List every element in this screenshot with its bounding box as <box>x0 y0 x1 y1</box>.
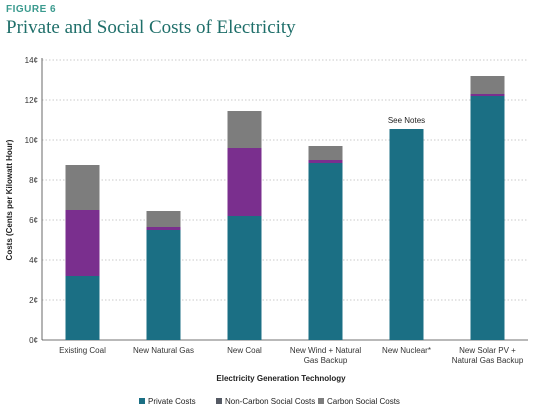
legend-swatch <box>318 398 324 404</box>
bar-segment-non-carbon-social-costs <box>470 94 505 96</box>
x-tick-label: New Natural Gas <box>133 346 194 355</box>
x-tick-label: Existing Coal <box>59 346 106 355</box>
bar-segment-private-costs <box>146 230 181 340</box>
y-tick-label: 14¢ <box>25 56 38 65</box>
legend-label: Non-Carbon Social Costs <box>225 397 315 406</box>
bar-segment-non-carbon-social-costs <box>227 148 262 216</box>
legend-swatch <box>216 398 222 404</box>
bar-segment-private-costs <box>227 216 262 340</box>
y-tick-label: 4¢ <box>29 256 38 265</box>
x-tick-label: New Wind + Natural <box>290 346 362 355</box>
chart-title: Private and Social Costs of Electricity <box>6 17 296 38</box>
bar-segment-private-costs <box>65 276 100 340</box>
y-tick-label: 0¢ <box>29 336 38 345</box>
bar-segment-non-carbon-social-costs <box>308 160 343 163</box>
x-axis-title: Electricity Generation Technology <box>216 374 346 383</box>
bar-segment-private-costs <box>389 129 424 340</box>
bar-segment-non-carbon-social-costs <box>146 227 181 230</box>
y-tick-label: 10¢ <box>25 136 38 145</box>
bar-segment-carbon-social-costs <box>227 111 262 148</box>
y-tick-label: 8¢ <box>29 176 38 185</box>
y-tick-label: 6¢ <box>29 216 38 225</box>
x-tick-label: Gas Backup <box>304 356 348 365</box>
x-tick-label: Natural Gas Backup <box>452 356 524 365</box>
y-tick-label: 2¢ <box>29 296 38 305</box>
legend-label: Carbon Social Costs <box>327 397 400 406</box>
bar-segment-carbon-social-costs <box>65 165 100 210</box>
bar-segment-carbon-social-costs <box>146 211 181 227</box>
x-tick-label: New Coal <box>227 346 262 355</box>
bar-annotation: See Notes <box>388 116 425 125</box>
bar-segment-non-carbon-social-costs <box>65 210 100 276</box>
bar-segment-carbon-social-costs <box>308 146 343 160</box>
x-tick-label: New Nuclear* <box>382 346 431 355</box>
figure-label: FIGURE 6 <box>6 4 57 15</box>
y-axis-title: Costs (Cents per Kilowatt Hour) <box>5 139 14 260</box>
x-tick-label: New Solar PV + <box>459 346 516 355</box>
y-tick-label: 12¢ <box>25 96 38 105</box>
bar-segment-private-costs <box>308 163 343 340</box>
legend-label: Private Costs <box>148 397 196 406</box>
legend-swatch <box>139 398 145 404</box>
bar-segment-private-costs <box>470 96 505 340</box>
bar-segment-carbon-social-costs <box>470 76 505 94</box>
